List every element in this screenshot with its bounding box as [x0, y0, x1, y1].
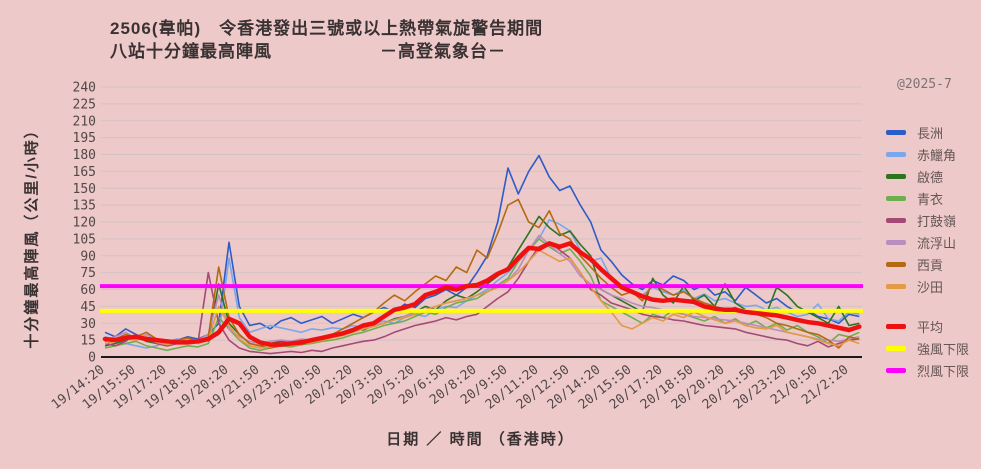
legend-swatch-lau-fau-shan	[886, 239, 906, 245]
legend-swatch-gale-limit	[886, 367, 906, 373]
y-tick-label: 90	[80, 249, 96, 264]
legend-swatch-cheung-chau	[886, 129, 906, 135]
legend-item-ta-kwu-ling: 打鼓嶺	[886, 209, 969, 231]
legend-label-sai-kung: 西貢	[917, 257, 944, 273]
legend-item-chek-lap-kok: 赤鱲角	[886, 143, 969, 165]
y-axis-title: 十分鐘最高陣風（公里/小時）	[23, 121, 41, 349]
y-tick-label: 135	[73, 199, 96, 214]
legend-item-gale-limit: 烈風下限	[886, 359, 969, 381]
legend-label-sha-tin: 沙田	[917, 279, 944, 295]
legend-label-tsing-yi: 青衣	[917, 191, 944, 207]
legend-item-strong-wind-limit: 強風下限	[886, 337, 969, 359]
y-tick-label: 240	[73, 81, 96, 96]
legend-label-gale-limit: 烈風下限	[917, 363, 970, 379]
legend-swatch-chek-lap-kok	[886, 151, 906, 157]
legend-label-cheung-chau: 長洲	[917, 125, 944, 141]
y-tick-label: 15	[80, 334, 96, 349]
legend-swatch-average	[886, 323, 906, 329]
y-tick-label: 195	[73, 131, 96, 146]
legend-label-lau-fau-shan: 流浮山	[917, 235, 957, 251]
legend-label-average: 平均	[917, 319, 944, 335]
legend-item-average: 平均	[886, 315, 969, 337]
y-tick-label: 0	[88, 351, 96, 366]
y-tick-label: 180	[73, 148, 96, 163]
chart-plot-area: 0 15 30 45 60 75 90 105 120 135 150 165 180 195 210 225…	[49, 81, 863, 413]
chart-title-line-2: 八站十分鐘最高陣風 －高登氣象台－	[110, 42, 506, 61]
legend-item-tsing-yi: 青衣	[886, 187, 969, 209]
legend-label-kai-tak: 啟德	[917, 169, 944, 185]
y-tick-label: 30	[80, 317, 96, 332]
series-line-chek-lap-kok	[104, 219, 860, 349]
legend-item-cheung-chau: 長洲	[886, 121, 969, 143]
x-axis-title: 日期 ／ 時間 （香港時）	[386, 431, 575, 448]
y-tick-label: 60	[80, 283, 96, 298]
y-tick-label: 45	[80, 300, 96, 315]
y-tick-label: 105	[73, 232, 96, 247]
chart-legend: 長洲赤鱲角啟德青衣打鼓嶺流浮山西貢沙田平均強風下限烈風下限	[886, 121, 969, 381]
legend-item-sai-kung: 西貢	[886, 253, 969, 275]
y-tick-label: 150	[73, 182, 96, 197]
legend-swatch-kai-tak	[886, 173, 906, 179]
legend-label-chek-lap-kok: 赤鱲角	[917, 147, 957, 163]
chart-title-line-1: 2506(韋帕) 令香港發出三號或以上熱帶氣旋警告期間	[110, 19, 544, 38]
y-tick-label: 75	[80, 266, 96, 281]
y-tick-label: 120	[73, 216, 96, 231]
series-line-average	[102, 241, 862, 347]
legend-swatch-sha-tin	[886, 283, 906, 289]
legend-swatch-strong-wind-limit	[886, 345, 906, 351]
legend-item-kai-tak: 啟德	[886, 165, 969, 187]
series-line-sha-tin	[104, 249, 860, 349]
y-tick-label: 210	[73, 114, 96, 129]
legend-swatch-sai-kung	[886, 261, 906, 267]
legend-swatch-tsing-yi	[886, 195, 906, 201]
legend-item-lau-fau-shan: 流浮山	[886, 231, 969, 253]
legend-label-strong-wind-limit: 強風下限	[917, 341, 970, 357]
series-line-cheung-chau	[104, 154, 860, 345]
watermark: @2025-7	[897, 77, 952, 92]
legend-swatch-ta-kwu-ling	[886, 217, 906, 223]
y-tick-label: 165	[73, 165, 96, 180]
legend-item-sha-tin: 沙田	[886, 275, 969, 297]
legend-label-ta-kwu-ling: 打鼓嶺	[917, 213, 957, 229]
y-tick-label: 225	[73, 97, 96, 112]
